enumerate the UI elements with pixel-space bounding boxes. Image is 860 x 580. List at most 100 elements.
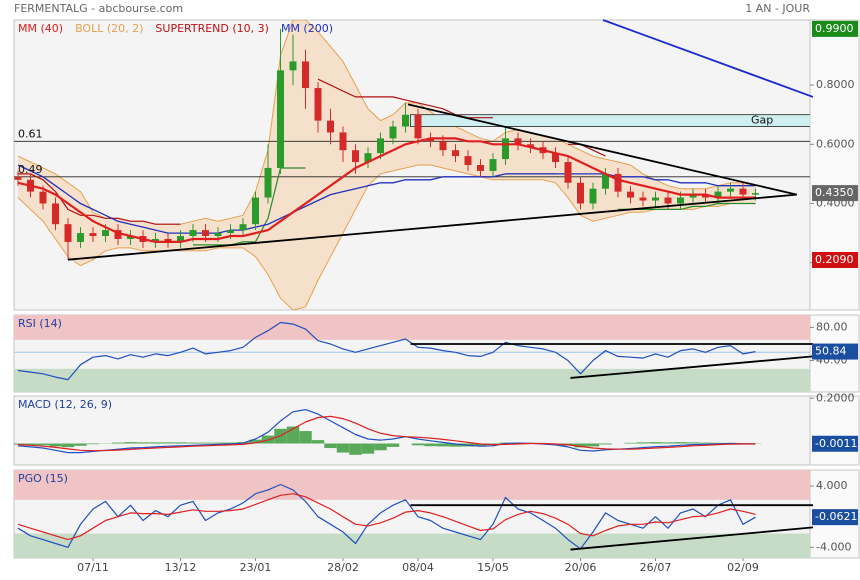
series-line xyxy=(17,321,756,381)
histogram-bar xyxy=(361,443,375,454)
pane xyxy=(14,470,810,558)
candle-body xyxy=(577,182,584,204)
candle-body xyxy=(727,188,734,192)
candle-body xyxy=(739,188,747,195)
candle-body xyxy=(502,138,509,160)
y-tick-label: 0.8000 xyxy=(816,78,855,91)
candle-body xyxy=(327,120,334,133)
x-tick-label: 02/09 xyxy=(727,561,759,574)
candle-body xyxy=(352,150,359,163)
series-line xyxy=(17,493,756,541)
candle-body xyxy=(664,197,672,204)
candle-body xyxy=(239,224,247,231)
candle-body xyxy=(339,132,347,151)
histogram-bar xyxy=(449,443,462,447)
candle-body xyxy=(564,162,572,183)
candle-body xyxy=(64,224,72,242)
candle-body xyxy=(602,173,609,189)
zone xyxy=(14,368,810,392)
gap-zone xyxy=(410,114,810,127)
histogram-bar xyxy=(336,443,350,453)
histogram-bar xyxy=(436,443,450,447)
histogram-bar xyxy=(199,442,212,444)
value-badge-label: -0.0011 xyxy=(815,437,857,450)
candle-body xyxy=(489,159,497,171)
histogram-bar xyxy=(649,442,662,444)
value-badge-label: 0.2090 xyxy=(815,253,854,266)
legend-item: MM (200) xyxy=(281,22,333,35)
candle-body xyxy=(477,165,484,171)
bollinger-line xyxy=(17,164,756,310)
candle-body xyxy=(689,194,697,198)
value-badge xyxy=(812,435,858,452)
pane-title: RSI (14) xyxy=(18,317,62,330)
candle-body xyxy=(414,114,422,139)
histogram-bar xyxy=(599,443,612,445)
candle-body xyxy=(464,156,472,165)
candle-body xyxy=(452,150,459,157)
candle-body xyxy=(677,197,684,204)
candle-body xyxy=(164,238,172,242)
value-badge xyxy=(812,509,858,526)
bollinger-band xyxy=(18,20,756,310)
value-badge-label: 50.84 xyxy=(815,345,847,358)
series-line xyxy=(17,409,756,454)
legend-item: BOLL (20, 2) xyxy=(75,22,143,35)
candle-body xyxy=(127,236,134,239)
value-badge xyxy=(812,343,858,360)
pane-title: MACD (12, 26, 9) xyxy=(18,398,112,411)
value-badge xyxy=(812,20,858,37)
candle-body xyxy=(527,144,534,148)
x-tick-label: 13/12 xyxy=(165,561,197,574)
histogram-bar xyxy=(224,442,237,444)
candle-body xyxy=(177,236,184,242)
histogram-bar xyxy=(636,442,650,444)
y-tick-label: 4.000 xyxy=(816,479,848,492)
y-tick-label: 0.2000 xyxy=(816,391,855,404)
candle-body xyxy=(364,153,372,163)
pane xyxy=(14,20,810,310)
histogram-bar xyxy=(249,439,262,444)
candle-body xyxy=(264,167,272,198)
histogram-bar xyxy=(61,443,75,448)
candle-body xyxy=(202,230,209,237)
zone xyxy=(14,470,810,500)
candle-body xyxy=(14,176,22,180)
y-tick-label: -4.000 xyxy=(816,540,851,553)
histogram-bar xyxy=(424,443,437,447)
histogram-bar xyxy=(299,431,312,444)
histogram-bar xyxy=(349,443,362,455)
header-period: 1 AN - JOUR xyxy=(745,2,810,15)
legend-item: SUPERTREND (10, 3) xyxy=(155,22,269,35)
x-tick-label: 26/07 xyxy=(640,561,672,574)
value-badge xyxy=(812,185,858,202)
x-tick-label: 23/01 xyxy=(240,561,272,574)
series-line xyxy=(17,164,756,234)
candle-body xyxy=(752,193,759,195)
value-badge-label: 0.4350 xyxy=(815,186,854,199)
candle-body xyxy=(389,126,397,139)
histogram-bar xyxy=(699,442,712,444)
histogram-bar xyxy=(149,442,162,444)
candle-body xyxy=(77,233,84,242)
candle-body xyxy=(402,114,409,127)
histogram-bar xyxy=(686,442,700,444)
histogram-bar xyxy=(324,443,337,449)
candle-body xyxy=(552,153,559,163)
candle-body xyxy=(214,233,222,237)
histogram-bar xyxy=(574,443,587,448)
trend-line xyxy=(570,355,814,379)
candle-body xyxy=(189,230,197,237)
zone xyxy=(14,533,810,558)
candle-body xyxy=(639,197,647,201)
candle-body xyxy=(302,61,309,89)
candle-body xyxy=(89,233,97,237)
candle-body xyxy=(377,138,384,154)
histogram-bar xyxy=(211,442,225,444)
candle-body xyxy=(102,230,109,237)
histogram-bar xyxy=(711,442,725,444)
candle-body xyxy=(714,191,722,198)
pane-background xyxy=(13,395,811,466)
histogram-bar xyxy=(661,442,675,444)
candle-body xyxy=(152,238,159,242)
